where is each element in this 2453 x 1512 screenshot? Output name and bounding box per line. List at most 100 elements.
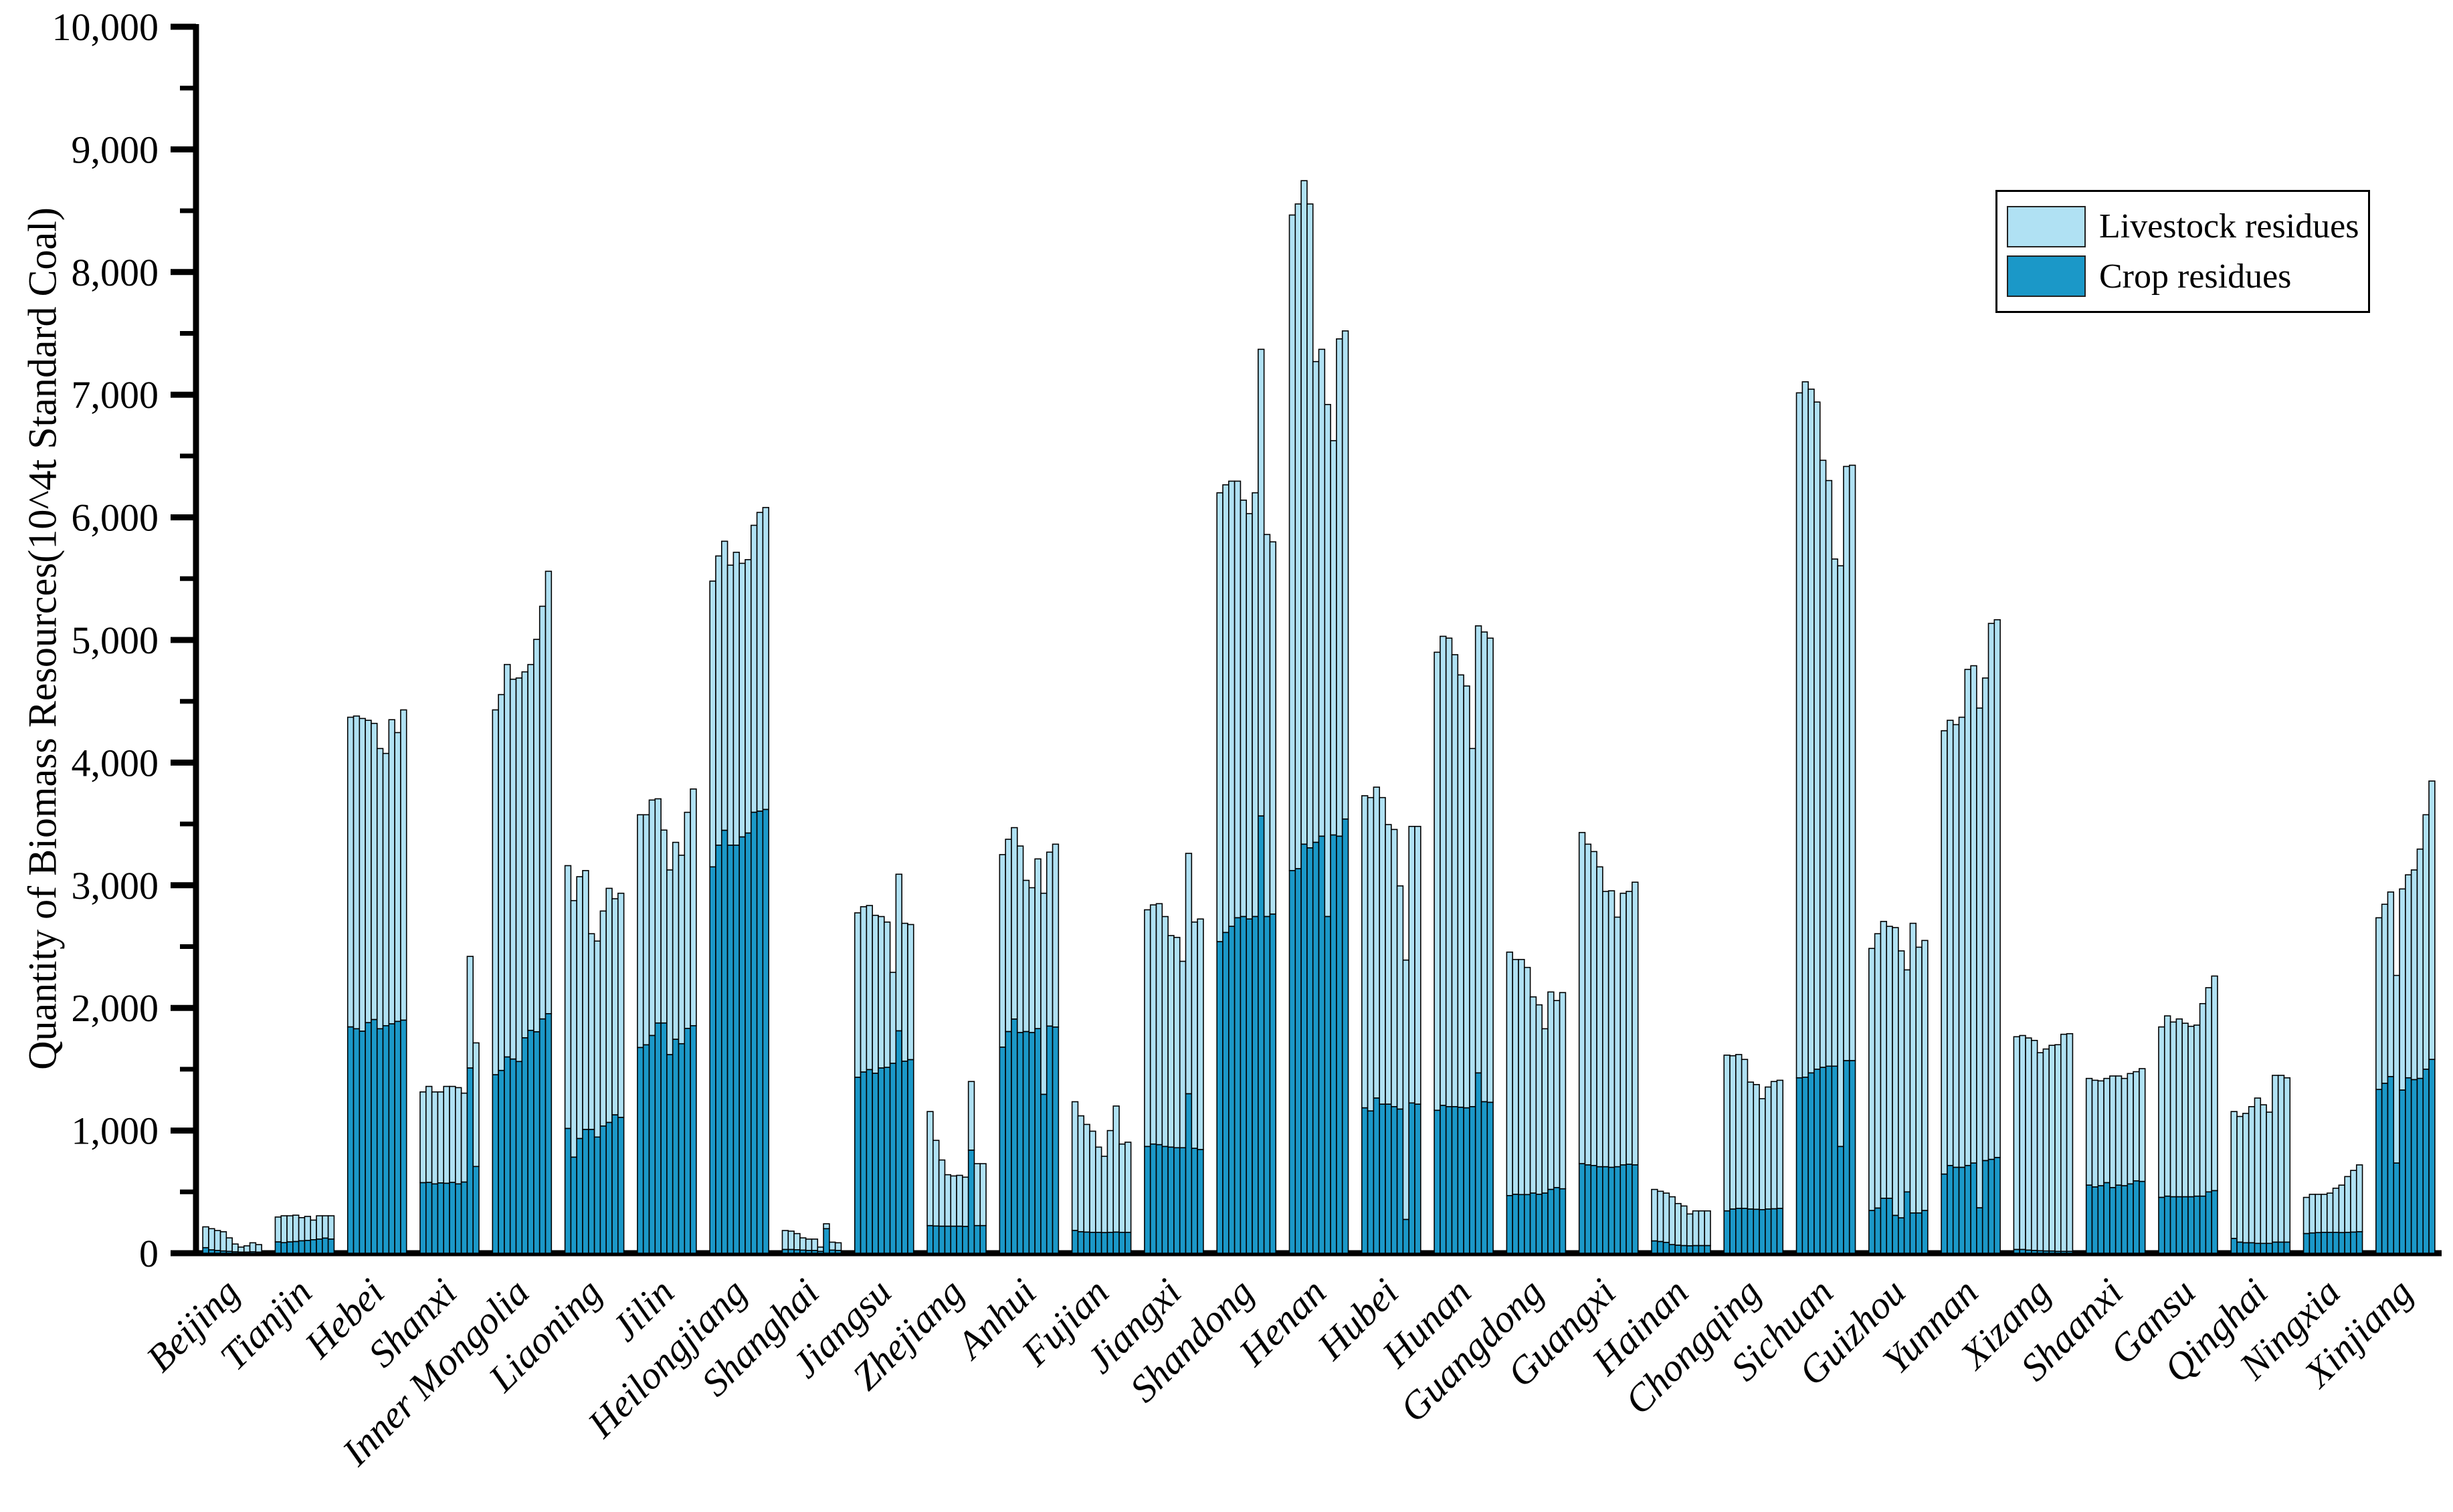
- bar-segment-livestock: [1083, 1123, 1090, 1233]
- bar-segment-crop: [1868, 1210, 1876, 1254]
- bar-segment-crop: [576, 1138, 583, 1254]
- bar-segment-crop: [1451, 1106, 1459, 1254]
- bar-segment-livestock: [2428, 780, 2436, 1061]
- bar-segment-crop: [2163, 1195, 2171, 1254]
- legend-swatch-crop: [2007, 255, 2086, 298]
- bar-segment-livestock: [2054, 1044, 2062, 1253]
- bar-segment-livestock: [1970, 665, 1977, 1164]
- bar-segment-crop: [2031, 1250, 2038, 1254]
- bar-segment-livestock: [962, 1176, 969, 1227]
- bar-segment-crop: [2283, 1241, 2291, 1254]
- bar-segment-crop: [1795, 1077, 1803, 1254]
- bar-segment-livestock: [2344, 1176, 2351, 1233]
- bar-segment-crop: [1474, 1072, 1482, 1254]
- bar-segment-crop: [1379, 1103, 1386, 1254]
- bar-segment-crop: [2103, 1182, 2111, 1254]
- bar-segment-livestock: [1390, 829, 1398, 1107]
- bar-segment-livestock: [1124, 1142, 1132, 1233]
- bar-segment-livestock: [1776, 1079, 1784, 1209]
- bar-segment-crop: [2133, 1180, 2140, 1254]
- bar-segment-livestock: [1547, 991, 1555, 1190]
- bar-segment-crop: [2338, 1232, 2345, 1254]
- bar-segment-crop: [2205, 1191, 2212, 1254]
- bar-segment-livestock: [690, 788, 697, 1027]
- bar-segment-livestock: [316, 1215, 323, 1240]
- bar-segment-livestock: [255, 1244, 262, 1253]
- bar-segment-livestock: [202, 1226, 209, 1249]
- bar-segment-livestock: [2355, 1164, 2363, 1232]
- bar-segment-livestock: [2085, 1077, 2093, 1186]
- bar-segment-livestock: [2230, 1111, 2238, 1239]
- legend-entry-livestock: Livestock residues: [2007, 205, 2359, 247]
- bar-segment-livestock: [298, 1217, 306, 1242]
- bar-segment-crop: [1445, 1106, 1453, 1254]
- bar-segment-livestock: [726, 564, 734, 846]
- bar-segment-crop: [292, 1240, 300, 1254]
- bar-segment-livestock: [322, 1215, 329, 1239]
- bar-segment-crop: [762, 808, 769, 1254]
- bar-segment-crop: [2054, 1251, 2062, 1254]
- bar-segment-crop: [1385, 1103, 1392, 1254]
- bar-segment-crop: [1813, 1069, 1821, 1254]
- bar-segment-crop: [1234, 917, 1242, 1254]
- bar-segment-livestock: [2405, 874, 2412, 1079]
- bar-segment-crop: [2387, 1076, 2395, 1254]
- bar-segment-livestock: [684, 811, 691, 1029]
- bar-segment-crop: [347, 1026, 355, 1254]
- bar-segment-livestock: [1095, 1146, 1102, 1233]
- bar-segment-livestock: [1216, 492, 1223, 942]
- bar-segment-livestock: [388, 719, 395, 1024]
- bar-segment-crop: [648, 1035, 656, 1254]
- bar-segment-livestock: [1898, 950, 1905, 1218]
- bar-segment-livestock: [213, 1230, 221, 1251]
- bar-segment-crop: [834, 1250, 842, 1254]
- bar-segment-livestock: [872, 914, 879, 1074]
- bar-segment-livestock: [617, 892, 625, 1118]
- bar-segment-crop: [1674, 1245, 1682, 1254]
- bar-segment-livestock: [2236, 1115, 2244, 1243]
- bar-segment-crop: [371, 1018, 378, 1254]
- bar-segment-livestock: [1674, 1202, 1682, 1246]
- bar-segment-livestock: [371, 722, 378, 1020]
- bar-segment-crop: [504, 1056, 511, 1254]
- bar-segment-crop: [1590, 1165, 1597, 1254]
- bar-segment-livestock: [889, 972, 897, 1064]
- bar-segment-crop: [538, 1018, 547, 1254]
- bar-segment-crop: [1367, 1110, 1375, 1254]
- bar-segment-livestock: [1529, 996, 1537, 1194]
- bar-segment-livestock: [895, 873, 902, 1032]
- bar-segment-livestock: [1167, 935, 1175, 1148]
- bar-segment-livestock: [1602, 891, 1609, 1168]
- bar-segment-livestock: [1324, 404, 1331, 917]
- bar-segment-livestock: [1269, 541, 1277, 915]
- bar-segment-livestock: [1735, 1054, 1743, 1209]
- bar-segment-livestock: [460, 1092, 468, 1183]
- bar-segment-livestock: [1263, 534, 1271, 917]
- bar-segment-crop: [1216, 941, 1223, 1254]
- bar-segment-livestock: [1892, 927, 1899, 1216]
- bar-segment-livestock: [1173, 936, 1181, 1149]
- bar-segment-crop: [895, 1030, 902, 1254]
- bar-segment-crop: [889, 1063, 897, 1254]
- bar-segment-livestock: [1753, 1084, 1760, 1210]
- bar-segment-livestock: [1770, 1081, 1778, 1210]
- bar-segment-livestock: [1071, 1101, 1079, 1231]
- bar-segment-livestock: [2338, 1184, 2345, 1233]
- bar-segment-livestock: [1868, 948, 1876, 1211]
- bar-segment-crop: [2326, 1232, 2334, 1254]
- bar-segment-livestock: [1474, 625, 1482, 1074]
- bar-segment-livestock: [967, 1081, 975, 1151]
- bar-segment-livestock: [1765, 1086, 1772, 1210]
- bar-segment-crop: [1512, 1194, 1519, 1254]
- bar-segment-livestock: [2248, 1106, 2256, 1244]
- bar-segment-livestock: [1993, 619, 2001, 1158]
- bar-segment-livestock: [2416, 848, 2424, 1079]
- bar-segment-crop: [1341, 818, 1349, 1254]
- bar-segment-livestock: [1807, 389, 1815, 1074]
- bar-segment-crop: [973, 1224, 981, 1254]
- bar-segment-livestock: [1523, 966, 1531, 1196]
- legend-label-livestock: Livestock residues: [2099, 207, 2359, 246]
- bar-segment-livestock: [2277, 1075, 2285, 1243]
- bar-segment-crop: [1613, 1166, 1622, 1254]
- bar-segment-crop: [1886, 1198, 1893, 1254]
